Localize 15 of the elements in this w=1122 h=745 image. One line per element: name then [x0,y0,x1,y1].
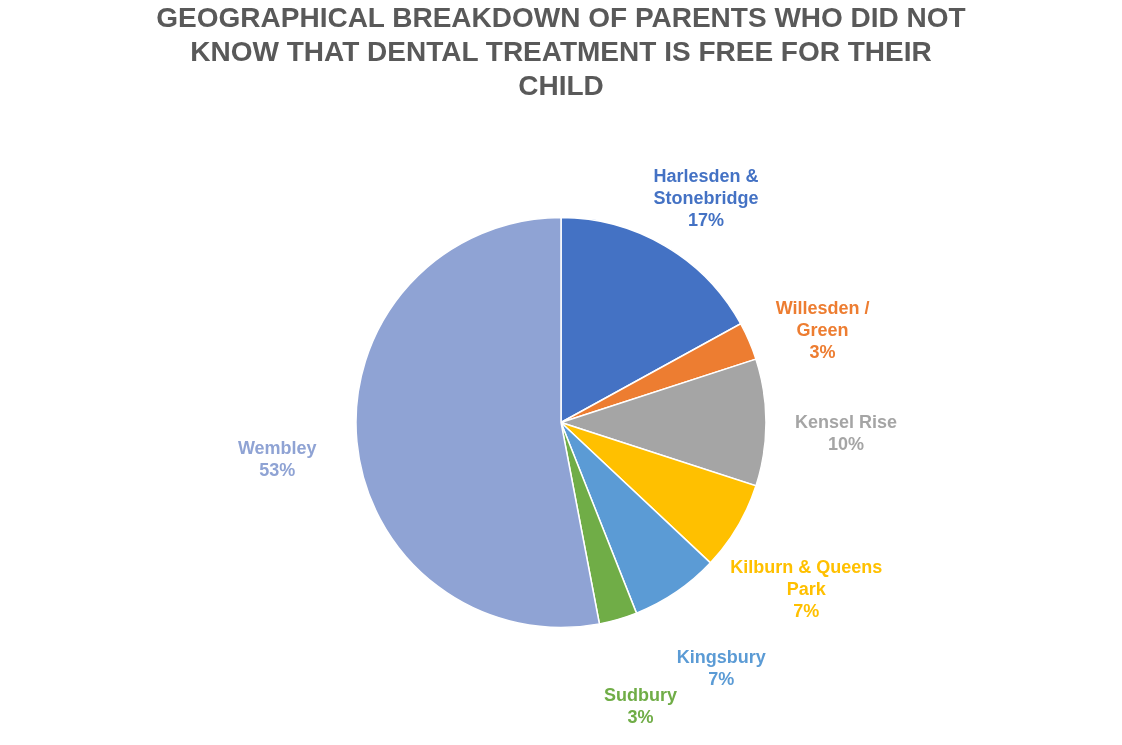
data-label: 3% [809,342,836,363]
slice-label: Kingsbury [676,647,766,668]
slice-label: Willesden / Green [775,298,870,341]
slice-label: Sudbury [604,685,678,706]
data-label: 53% [259,460,296,481]
data-label: 7% [793,600,820,621]
data-label: 10% [827,433,865,454]
slice-label: Kensel Rise [794,411,898,432]
data-label: 3% [627,707,654,728]
slice-label: Wembley [237,438,317,459]
slice-label: Kilburn & Queens Park [730,556,883,599]
data-label: 7% [708,669,735,690]
data-label: 17% [688,210,725,231]
chart-title: GEOGRAPHICAL BREAKDOWN OF PARENTS WHO DID NOT KNOW THAT DENTAL TREATMENT IS FREE FOR THEIR CHILD [156,2,966,101]
slice-label: Harlesden & Stonebridge [653,166,759,209]
